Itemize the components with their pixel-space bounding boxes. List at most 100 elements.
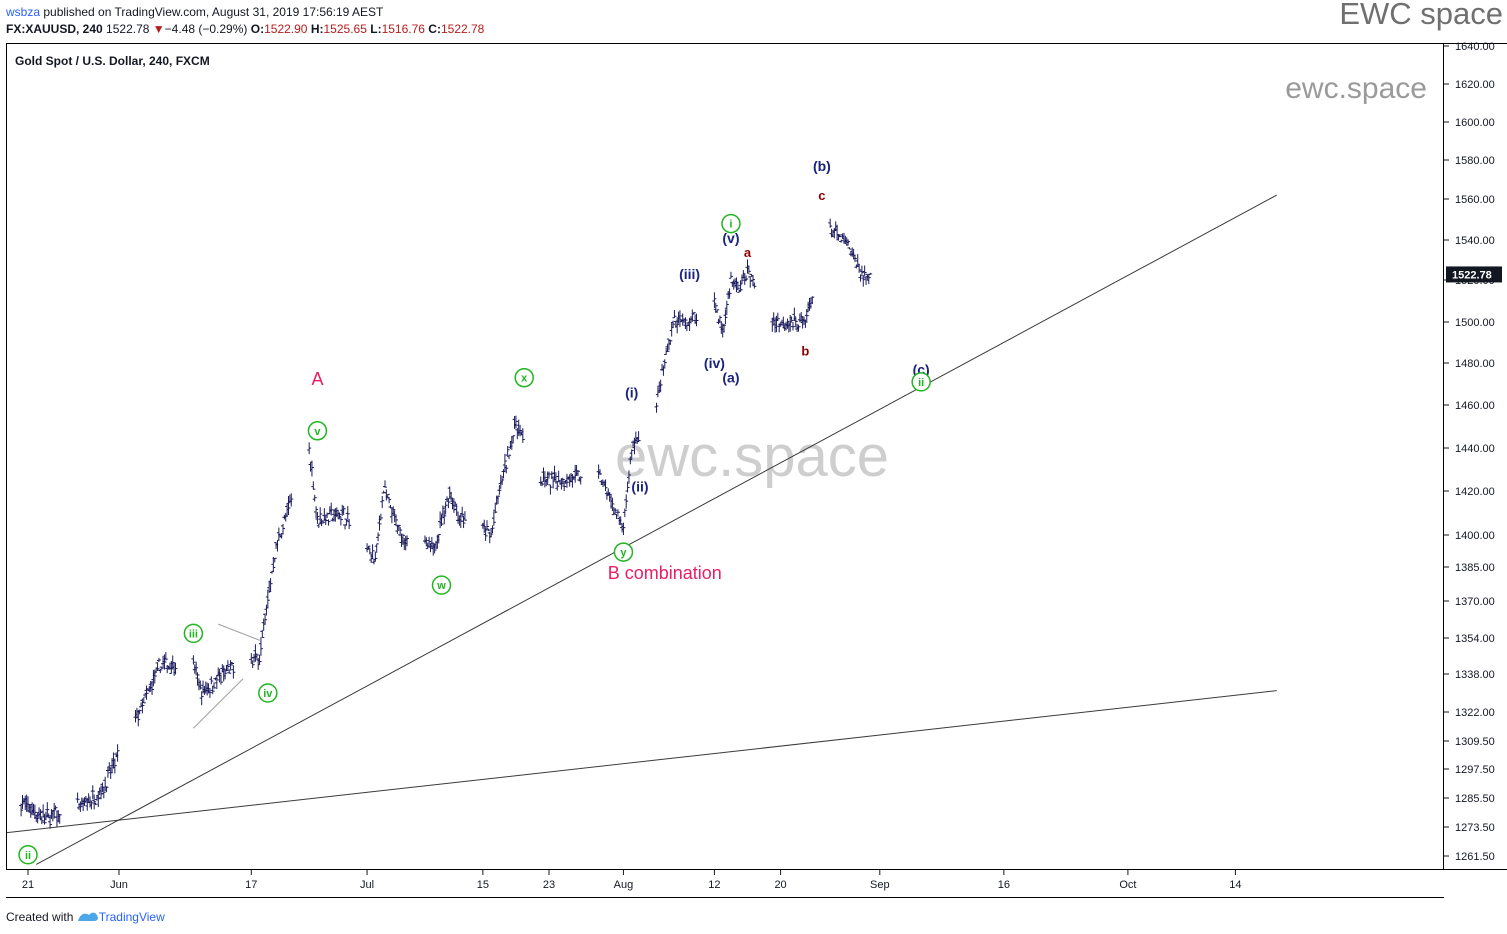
wave-label-b[interactable]: b — [801, 344, 809, 359]
tradingview-link[interactable]: TradingView — [98, 910, 165, 924]
wave-label-iii[interactable]: (iii) — [679, 266, 700, 282]
wave-label-i[interactable]: (i) — [625, 384, 638, 400]
ohlc-bar — [723, 309, 728, 325]
wave-label-v[interactable]: (v) — [722, 230, 739, 246]
ohlc-bar — [136, 709, 141, 727]
close-label: C: — [428, 22, 441, 36]
ohlc-bar — [45, 802, 50, 818]
ohlc-bar — [460, 506, 465, 518]
ohlc-bar — [162, 654, 167, 670]
ohlc-bar — [629, 449, 634, 459]
ohlc-bar — [137, 709, 142, 715]
ohlc-bar — [271, 556, 276, 572]
ohlc-bar — [173, 662, 178, 675]
ohlc-bar — [425, 542, 430, 550]
price-axis[interactable] — [1444, 43, 1507, 870]
ohlc-bar — [229, 661, 234, 666]
ohlc-bar — [344, 518, 349, 526]
trendline-triangle-upper[interactable] — [218, 623, 260, 641]
wave-circle — [307, 421, 328, 441]
ohlc-bar — [540, 481, 545, 487]
ohlc-bar — [793, 316, 798, 328]
wave-label-a[interactable]: A — [311, 369, 323, 389]
wave-label-iv[interactable]: iv — [258, 683, 278, 703]
wave-label-c[interactable]: c — [818, 188, 825, 203]
ohlc-bar — [778, 323, 783, 326]
ohlc-bar — [505, 445, 510, 456]
y-tick-label: 1480.00 — [1455, 358, 1495, 370]
x-tick-label: 20 — [774, 879, 786, 891]
ohlc-bar — [432, 543, 437, 554]
ohlc-bar — [796, 324, 801, 332]
ohlc-bar — [500, 476, 505, 485]
wave-label-w[interactable]: w — [431, 575, 452, 595]
wave-label-b[interactable]: (b) — [813, 158, 831, 174]
ohlc-bar — [610, 497, 615, 512]
y-tick-label: 1370.00 — [1455, 596, 1495, 608]
chart-pane[interactable] — [6, 43, 1444, 870]
time-axis[interactable] — [6, 870, 1444, 898]
ohlc-bar — [675, 317, 680, 334]
wave-circle — [258, 683, 278, 703]
trendline-triangle-lower[interactable] — [193, 678, 244, 729]
trendline-long-support[interactable] — [3, 690, 1277, 834]
ohlc-bar — [309, 460, 314, 477]
ohlc-bar — [280, 523, 285, 535]
last-price: 1522.78 — [106, 22, 150, 36]
author-link[interactable]: wsbza — [6, 5, 41, 19]
ohlc-bar — [672, 310, 677, 319]
ohlc-bar — [338, 516, 343, 526]
tradingview-logo-icon — [77, 912, 98, 921]
wave-label-a[interactable]: a — [744, 245, 752, 260]
ohlc-bar — [694, 313, 699, 327]
wave-label-iii[interactable]: iii — [183, 623, 204, 644]
ohlc-bar — [336, 511, 341, 520]
ohlc-bar — [96, 791, 101, 808]
ohlc-bar — [26, 796, 30, 813]
wave-label-y[interactable]: y — [613, 542, 634, 562]
ohlc-bar — [846, 239, 851, 246]
ohlc-bar — [315, 512, 320, 524]
ohlc-bar — [133, 710, 138, 723]
ohlc-bar — [265, 589, 270, 609]
ohlc-bar — [210, 686, 215, 695]
wave-text: ii — [918, 377, 924, 389]
ohlc-bar — [454, 503, 459, 517]
trendline-lower-channel[interactable] — [36, 194, 1278, 865]
wave-text: i — [729, 219, 732, 231]
ohlc-bar — [263, 613, 268, 625]
ohlc-bar — [318, 507, 323, 524]
ohlc-bar — [691, 312, 696, 315]
ohlc-bar — [835, 224, 840, 241]
ohlc-bar — [661, 365, 666, 376]
ohlc-bar — [855, 254, 860, 268]
wave-label-ii[interactable]: (ii) — [631, 479, 648, 495]
ohlc-bar — [493, 503, 498, 514]
y-tick-label: 1385.00 — [1455, 562, 1495, 574]
ohlc-bar — [829, 228, 834, 238]
ohlc-bar — [195, 672, 200, 686]
wave-label-v[interactable]: v — [307, 421, 328, 441]
wave-label-ii[interactable]: ii — [911, 372, 931, 392]
ohlc-bar — [260, 629, 265, 638]
ohlc-bar — [862, 265, 867, 277]
wave-label-x[interactable]: x — [514, 367, 534, 388]
ohlc-bar — [388, 504, 393, 509]
ohlc-bar — [256, 657, 261, 670]
wave-label-ii[interactable]: ii — [18, 845, 38, 865]
ohlc-bar — [624, 494, 629, 509]
ohlc-bar — [374, 543, 379, 553]
wave-label-bcombination[interactable]: B combination — [608, 563, 722, 583]
wave-text: iv — [263, 688, 273, 700]
ohlc-bar — [209, 676, 214, 685]
last-price-tag-label: 1522.78 — [1452, 269, 1492, 281]
ohlc-bar — [231, 665, 236, 679]
y-tick-label: 1620.00 — [1455, 79, 1495, 91]
ohlc-bar — [628, 456, 633, 465]
wave-label-a[interactable]: (a) — [722, 370, 739, 386]
wave-label-iv[interactable]: (iv) — [704, 355, 725, 371]
ohlc-bar — [391, 506, 396, 515]
wave-label-i[interactable]: i — [721, 213, 741, 234]
ohlc-bar — [115, 744, 120, 762]
